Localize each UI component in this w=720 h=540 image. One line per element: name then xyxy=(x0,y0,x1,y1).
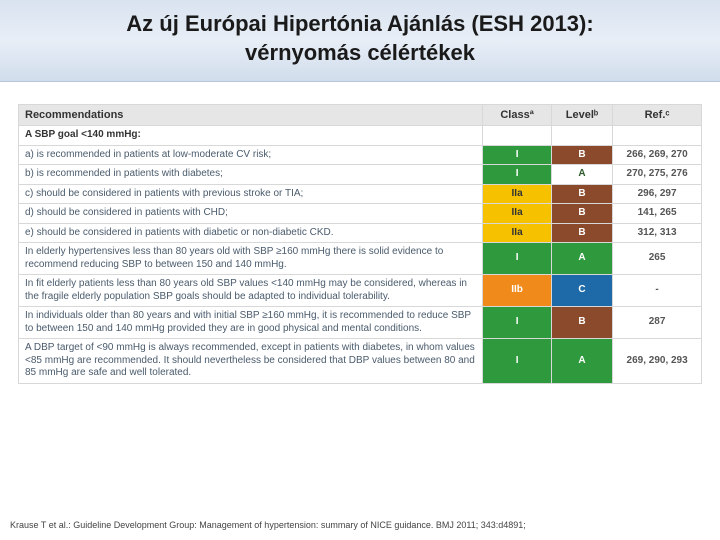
level-cell: B xyxy=(551,204,612,224)
table-subhead-row: A SBP goal <140 mmHg: xyxy=(19,126,702,146)
level-cell: B xyxy=(551,307,612,339)
recommendation-cell: b) is recommended in patients with diabe… xyxy=(19,165,483,185)
title-band: Az új Európai Hipertónia Ajánlás (ESH 20… xyxy=(0,0,720,82)
table-row: e) should be considered in patients with… xyxy=(19,223,702,243)
class-cell: I xyxy=(483,165,551,185)
ref-cell: 270, 275, 276 xyxy=(613,165,702,185)
header-ref: Ref.ᶜ xyxy=(613,105,702,126)
level-cell: B xyxy=(551,145,612,165)
ref-cell: 296, 297 xyxy=(613,184,702,204)
ref-cell: 265 xyxy=(613,243,702,275)
table-body: A SBP goal <140 mmHg: a) is recommended … xyxy=(19,126,702,384)
level-cell: B xyxy=(551,223,612,243)
level-cell: C xyxy=(551,275,612,307)
recommendation-cell: d) should be considered in patients with… xyxy=(19,204,483,224)
header-class: Classª xyxy=(483,105,551,126)
citation-text: Krause T et al.: Guideline Development G… xyxy=(10,520,526,530)
level-cell: A xyxy=(551,339,612,384)
ref-cell: 269, 290, 293 xyxy=(613,339,702,384)
level-cell: B xyxy=(551,184,612,204)
recommendation-cell: In individuals older than 80 years and w… xyxy=(19,307,483,339)
ref-cell: 312, 313 xyxy=(613,223,702,243)
empty-cell xyxy=(483,126,551,146)
recommendation-cell: e) should be considered in patients with… xyxy=(19,223,483,243)
class-cell: IIb xyxy=(483,275,551,307)
slide-title: Az új Európai Hipertónia Ajánlás (ESH 20… xyxy=(20,10,700,67)
class-cell: I xyxy=(483,243,551,275)
table-container: Recommendations Classª Levelᵇ Ref.ᶜ A SB… xyxy=(0,82,720,384)
ref-cell: 287 xyxy=(613,307,702,339)
title-line-1: Az új Európai Hipertónia Ajánlás (ESH 20… xyxy=(126,11,593,36)
recommendation-cell: In elderly hypertensives less than 80 ye… xyxy=(19,243,483,275)
table-header-row: Recommendations Classª Levelᵇ Ref.ᶜ xyxy=(19,105,702,126)
class-cell: I xyxy=(483,339,551,384)
title-line-2: vérnyomás célértékek xyxy=(245,40,475,65)
empty-cell xyxy=(551,126,612,146)
header-recommendations: Recommendations xyxy=(19,105,483,126)
recommendation-cell: In fit elderly patients less than 80 yea… xyxy=(19,275,483,307)
table-row: b) is recommended in patients with diabe… xyxy=(19,165,702,185)
ref-cell: 141, 265 xyxy=(613,204,702,224)
recommendations-table: Recommendations Classª Levelᵇ Ref.ᶜ A SB… xyxy=(18,104,702,384)
ref-cell: 266, 269, 270 xyxy=(613,145,702,165)
class-cell: IIa xyxy=(483,223,551,243)
empty-cell xyxy=(613,126,702,146)
table-row: d) should be considered in patients with… xyxy=(19,204,702,224)
table-row: In fit elderly patients less than 80 yea… xyxy=(19,275,702,307)
class-cell: IIa xyxy=(483,204,551,224)
level-cell: A xyxy=(551,243,612,275)
recommendation-cell: A DBP target of <90 mmHg is always recom… xyxy=(19,339,483,384)
class-cell: IIa xyxy=(483,184,551,204)
class-cell: I xyxy=(483,145,551,165)
recommendation-cell: c) should be considered in patients with… xyxy=(19,184,483,204)
recommendation-cell: a) is recommended in patients at low-mod… xyxy=(19,145,483,165)
table-row: In individuals older than 80 years and w… xyxy=(19,307,702,339)
header-level: Levelᵇ xyxy=(551,105,612,126)
table-row: In elderly hypertensives less than 80 ye… xyxy=(19,243,702,275)
subhead-cell: A SBP goal <140 mmHg: xyxy=(19,126,483,146)
level-cell: A xyxy=(551,165,612,185)
ref-cell: - xyxy=(613,275,702,307)
table-row: A DBP target of <90 mmHg is always recom… xyxy=(19,339,702,384)
table-row: c) should be considered in patients with… xyxy=(19,184,702,204)
class-cell: I xyxy=(483,307,551,339)
table-row: a) is recommended in patients at low-mod… xyxy=(19,145,702,165)
